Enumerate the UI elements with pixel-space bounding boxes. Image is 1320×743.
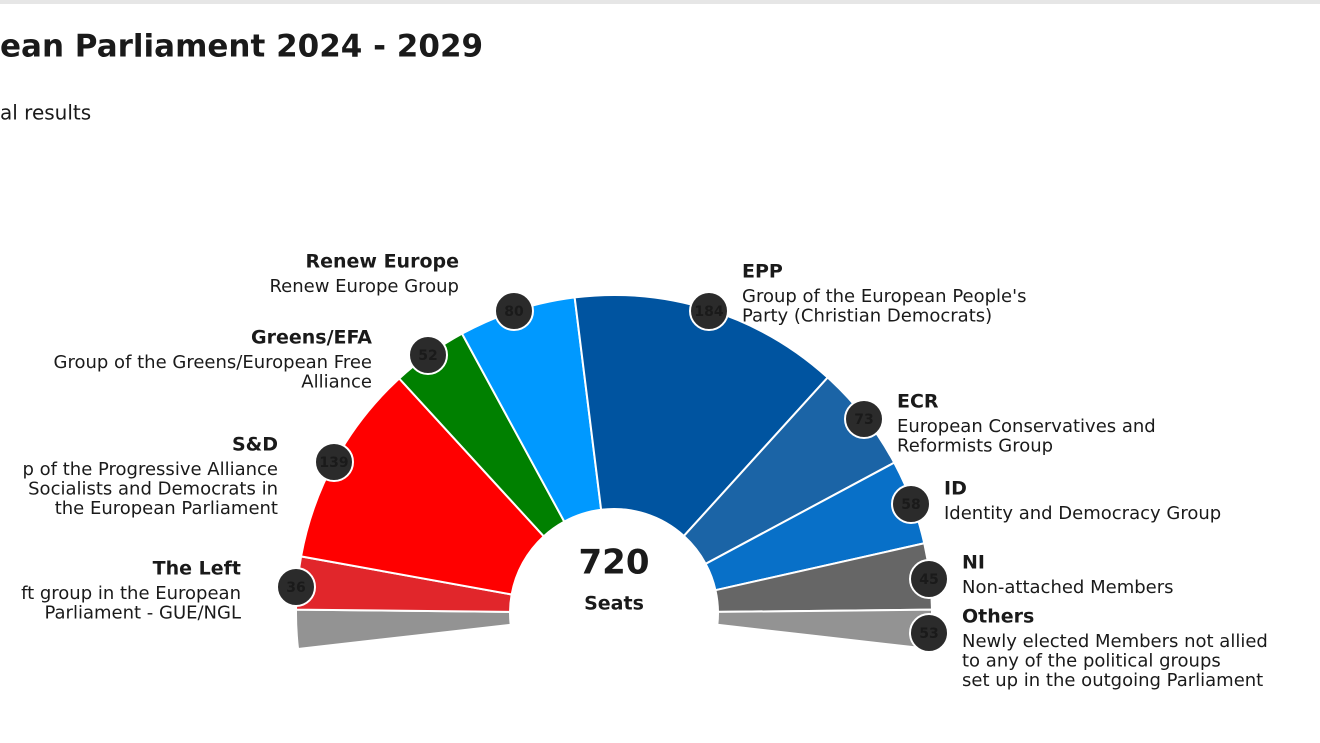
group-description: p of the Progressive Alliance bbox=[23, 459, 278, 480]
group-name: ECR bbox=[897, 391, 939, 413]
seat-badge bbox=[689, 291, 729, 331]
seat-count: 58 bbox=[901, 497, 920, 513]
group-description: Reformists Group bbox=[897, 436, 1053, 457]
total-label: Seats bbox=[584, 593, 644, 615]
seat-count: 36 bbox=[286, 580, 305, 596]
seat-badge bbox=[276, 567, 316, 607]
seat-badge bbox=[891, 484, 931, 524]
group-description: Newly elected Members not allied bbox=[962, 631, 1268, 652]
top-bar bbox=[0, 0, 1320, 4]
labels: The Left ft group in the EuropeanParliame… bbox=[21, 251, 1268, 692]
group-description: Socialists and Democrats in bbox=[28, 479, 278, 500]
group-description: to any of the political groups bbox=[962, 651, 1221, 672]
chart-subtitle: al results bbox=[0, 101, 91, 125]
wedges bbox=[295, 294, 933, 651]
group-description: Alliance bbox=[301, 372, 372, 393]
group-description: Group of the European People's bbox=[742, 286, 1026, 307]
group-description: European Conservatives and bbox=[897, 416, 1156, 437]
seat-badge bbox=[844, 399, 884, 439]
seat-badge bbox=[909, 559, 949, 599]
group-name: Renew Europe bbox=[305, 251, 459, 273]
chart-title: ean Parliament 2024 - 2029 bbox=[0, 29, 483, 65]
total-value: 720 bbox=[579, 543, 650, 583]
group-description: Group of the Greens/European Free bbox=[54, 352, 372, 373]
group-description: Non-attached Members bbox=[962, 577, 1174, 598]
group-description: Identity and Democracy Group bbox=[944, 503, 1221, 524]
group-description: set up in the outgoing Parliament bbox=[962, 670, 1263, 691]
wedge bbox=[573, 294, 830, 538]
seat-count: 45 bbox=[919, 572, 938, 588]
seat-count: 184 bbox=[694, 304, 723, 320]
group-description: Renew Europe Group bbox=[269, 276, 459, 297]
wedge bbox=[295, 608, 512, 651]
seat-badge bbox=[408, 335, 448, 375]
seat-count: 80 bbox=[504, 304, 524, 320]
group-name: Others bbox=[962, 606, 1034, 628]
group-name: Greens/EFA bbox=[251, 327, 372, 349]
seat-count: 52 bbox=[418, 348, 437, 364]
group-description: Parliament - GUE/NGL bbox=[44, 603, 241, 624]
group-name: NI bbox=[962, 552, 985, 574]
seat-count: 73 bbox=[854, 412, 873, 428]
group-name: EPP bbox=[742, 261, 783, 283]
wedge bbox=[299, 377, 546, 596]
group-name: ID bbox=[944, 478, 967, 500]
seat-badge bbox=[494, 291, 534, 331]
seat-count: 139 bbox=[319, 455, 348, 471]
badges: 36 139 52 80 184 73 58 45 53 bbox=[276, 291, 949, 653]
group-description: Party (Christian Democrats) bbox=[742, 306, 992, 327]
group-description: ft group in the European bbox=[21, 583, 241, 604]
group-description: the European Parliament bbox=[55, 498, 278, 519]
group-name: The Left bbox=[153, 558, 241, 580]
seat-badge bbox=[314, 442, 354, 482]
wedge bbox=[716, 608, 933, 651]
seat-count: 53 bbox=[919, 626, 938, 642]
seat-badge bbox=[909, 613, 949, 653]
group-name: S&D bbox=[232, 434, 278, 456]
